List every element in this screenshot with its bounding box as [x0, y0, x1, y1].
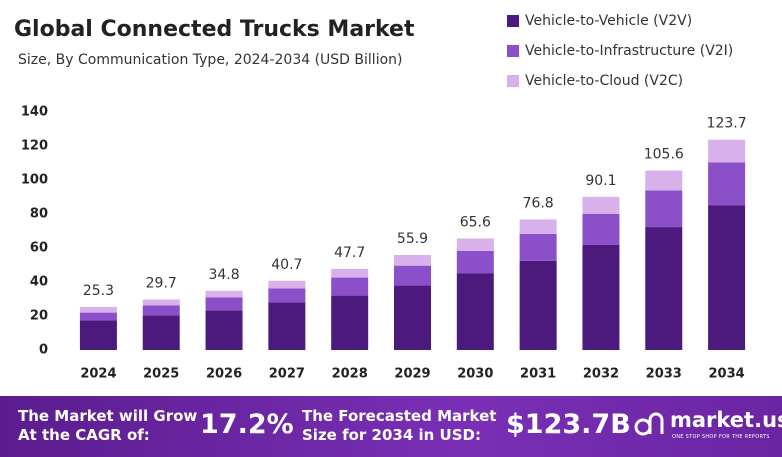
- bar-segment: [708, 205, 746, 350]
- x-tick-label: 2030: [457, 367, 493, 382]
- legend-swatch: [507, 45, 519, 57]
- chart-subtitle: Size, By Communication Type, 2024-2034 (…: [18, 52, 402, 68]
- bar-segment: [268, 302, 306, 350]
- y-tick-label: 100: [21, 173, 48, 188]
- y-tick-label: 40: [30, 275, 48, 290]
- bar-segment: [394, 265, 431, 286]
- chart-title: Global Connected Trucks Market: [14, 17, 415, 42]
- bar-segment: [268, 288, 306, 303]
- brand-name: market.us: [670, 408, 782, 432]
- bar-segment: [142, 305, 180, 316]
- bar-segment: [519, 233, 557, 261]
- x-tick-label: 2033: [646, 367, 682, 382]
- legend-label: Vehicle-to-Cloud (V2C): [525, 73, 683, 89]
- y-tick-label: 80: [30, 207, 48, 222]
- bar-segment: [142, 299, 180, 306]
- forecast-text: The Forecasted Market Size for 2034 in US…: [302, 407, 496, 445]
- bar-segment: [582, 244, 620, 350]
- bar-segment: [708, 139, 746, 163]
- forecast-value: $123.7B: [506, 409, 631, 440]
- forecast-text-2: Size for 2034 in USD:: [302, 426, 481, 444]
- total-label: 25.3: [83, 283, 114, 299]
- x-tick-label: 2029: [394, 367, 430, 382]
- cagr-text: The Market will Grow At the CAGR of:: [18, 407, 197, 445]
- bar-segment: [142, 315, 180, 350]
- legend-label: Vehicle-to-Vehicle (V2V): [525, 13, 692, 29]
- legend-swatch: [507, 15, 519, 27]
- legend-swatch: [507, 75, 519, 87]
- total-label: 40.7: [271, 257, 302, 273]
- y-tick-label: 20: [30, 309, 48, 324]
- bar-segment: [205, 310, 243, 350]
- cagr-value: 17.2%: [200, 409, 294, 440]
- bar-segment: [519, 260, 557, 350]
- bar-segment: [79, 312, 117, 321]
- bar-segment: [394, 285, 431, 350]
- y-tick-label: 60: [30, 241, 48, 256]
- y-tick-label: 140: [21, 105, 48, 120]
- footer-banner: The Market will Grow At the CAGR of: 17.2…: [0, 396, 782, 457]
- brand-tagline: ONE STOP SHOP FOR THE REPORTS: [672, 434, 770, 440]
- x-tick-label: 2024: [80, 367, 116, 382]
- x-tick-label: 2025: [143, 367, 179, 382]
- bar-segment: [79, 320, 117, 350]
- x-tick-label: 2027: [269, 367, 305, 382]
- bar-segment: [79, 306, 117, 313]
- bar-segment: [456, 273, 494, 350]
- x-tick-label: 2032: [583, 367, 619, 382]
- bar-segment: [268, 280, 306, 289]
- bar-segment: [645, 227, 683, 350]
- total-label: 34.8: [208, 267, 239, 283]
- cagr-text-2: At the CAGR of:: [18, 426, 150, 444]
- brand-logo: [634, 412, 664, 436]
- total-label: 55.9: [397, 231, 428, 247]
- total-label: 123.7: [707, 116, 747, 132]
- bar-segment: [582, 214, 620, 245]
- bar-segment: [456, 250, 494, 274]
- total-label: 47.7: [334, 245, 365, 261]
- chart: Global Connected Trucks Market Size, By …: [14, 13, 747, 382]
- x-tick-label: 2026: [206, 367, 242, 382]
- legend-label: Vehicle-to-Infrastructure (V2I): [525, 43, 733, 59]
- bar-segment: [394, 254, 431, 266]
- forecast-text-1: The Forecasted Market: [302, 407, 497, 425]
- total-label: 65.6: [460, 214, 491, 230]
- total-label: 90.1: [585, 173, 616, 189]
- bar-segment: [708, 162, 746, 206]
- x-tick-label: 2031: [520, 367, 556, 382]
- total-label: 105.6: [644, 146, 684, 162]
- bar-segment: [331, 277, 369, 296]
- bar-segment: [205, 297, 243, 311]
- x-tick-label: 2028: [332, 367, 368, 382]
- y-tick-label: 0: [39, 343, 48, 358]
- cagr-text-1: The Market will Grow: [18, 407, 198, 425]
- bar-segment: [519, 219, 557, 234]
- y-tick-label: 120: [21, 139, 48, 154]
- x-tick-label: 2034: [708, 367, 744, 382]
- bar-segment: [205, 290, 243, 298]
- bar-segment: [456, 238, 494, 251]
- total-label: 76.8: [523, 195, 554, 211]
- bar-segment: [645, 190, 683, 228]
- bar-segment: [582, 196, 620, 214]
- bar-segment: [331, 268, 369, 278]
- bar-segment: [331, 295, 369, 350]
- bar-segment: [645, 170, 683, 191]
- total-label: 29.7: [146, 276, 177, 292]
